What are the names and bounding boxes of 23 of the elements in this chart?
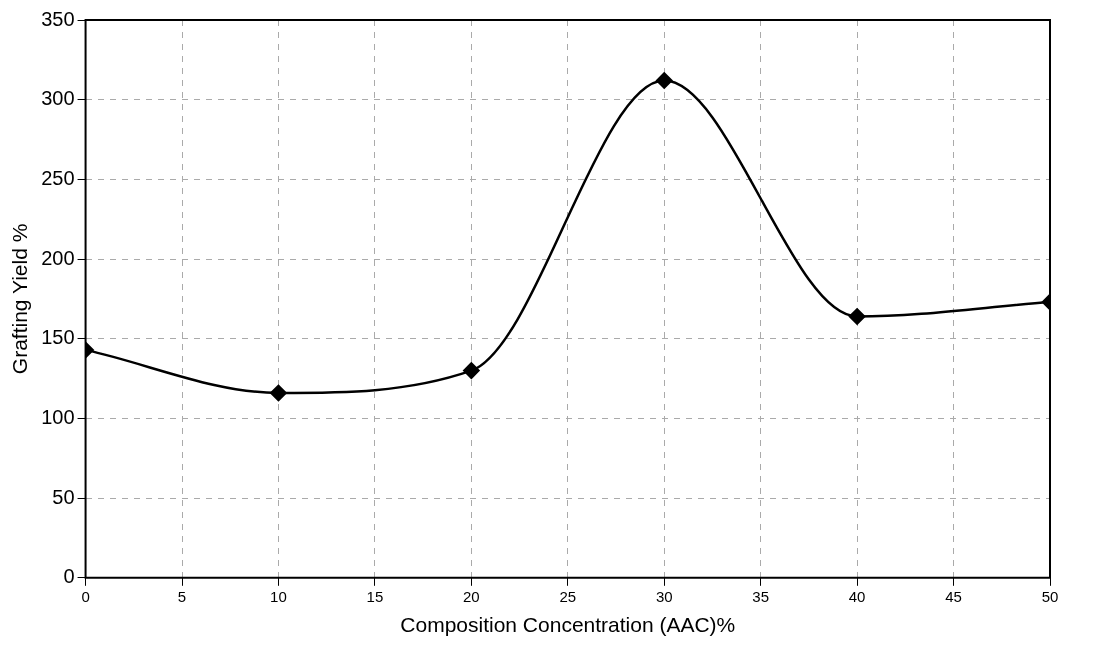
y-tick-label: 50 bbox=[52, 485, 75, 508]
x-tick-label: 45 bbox=[945, 587, 962, 605]
x-tick-label: 30 bbox=[655, 587, 673, 605]
x-axis-title: Composition Concentration (AAC)% bbox=[400, 613, 736, 637]
y-axis-title: Grafting Yield % bbox=[8, 223, 32, 375]
y-tick-label: 150 bbox=[41, 326, 75, 349]
x-tick-label: 20 bbox=[463, 587, 480, 605]
y-tick-label: 250 bbox=[41, 166, 75, 189]
x-tick-label: 0 bbox=[81, 587, 90, 605]
y-tick-label: 0 bbox=[63, 565, 75, 588]
x-tick-label: 25 bbox=[559, 587, 577, 605]
x-tick-label: 50 bbox=[1041, 587, 1059, 605]
y-tick-label: 300 bbox=[41, 87, 75, 110]
x-tick-label: 10 bbox=[270, 587, 287, 605]
y-tick-label: 100 bbox=[41, 405, 75, 428]
y-tick-label: 350 bbox=[41, 7, 75, 30]
point bbox=[463, 362, 480, 379]
x-tick-label: 40 bbox=[848, 587, 866, 605]
point bbox=[655, 72, 673, 89]
x-tick-label: 15 bbox=[366, 587, 384, 605]
x-tick-label: 35 bbox=[752, 587, 770, 605]
x-tick-label: 5 bbox=[177, 587, 187, 605]
y-tick-label: 200 bbox=[41, 246, 75, 269]
